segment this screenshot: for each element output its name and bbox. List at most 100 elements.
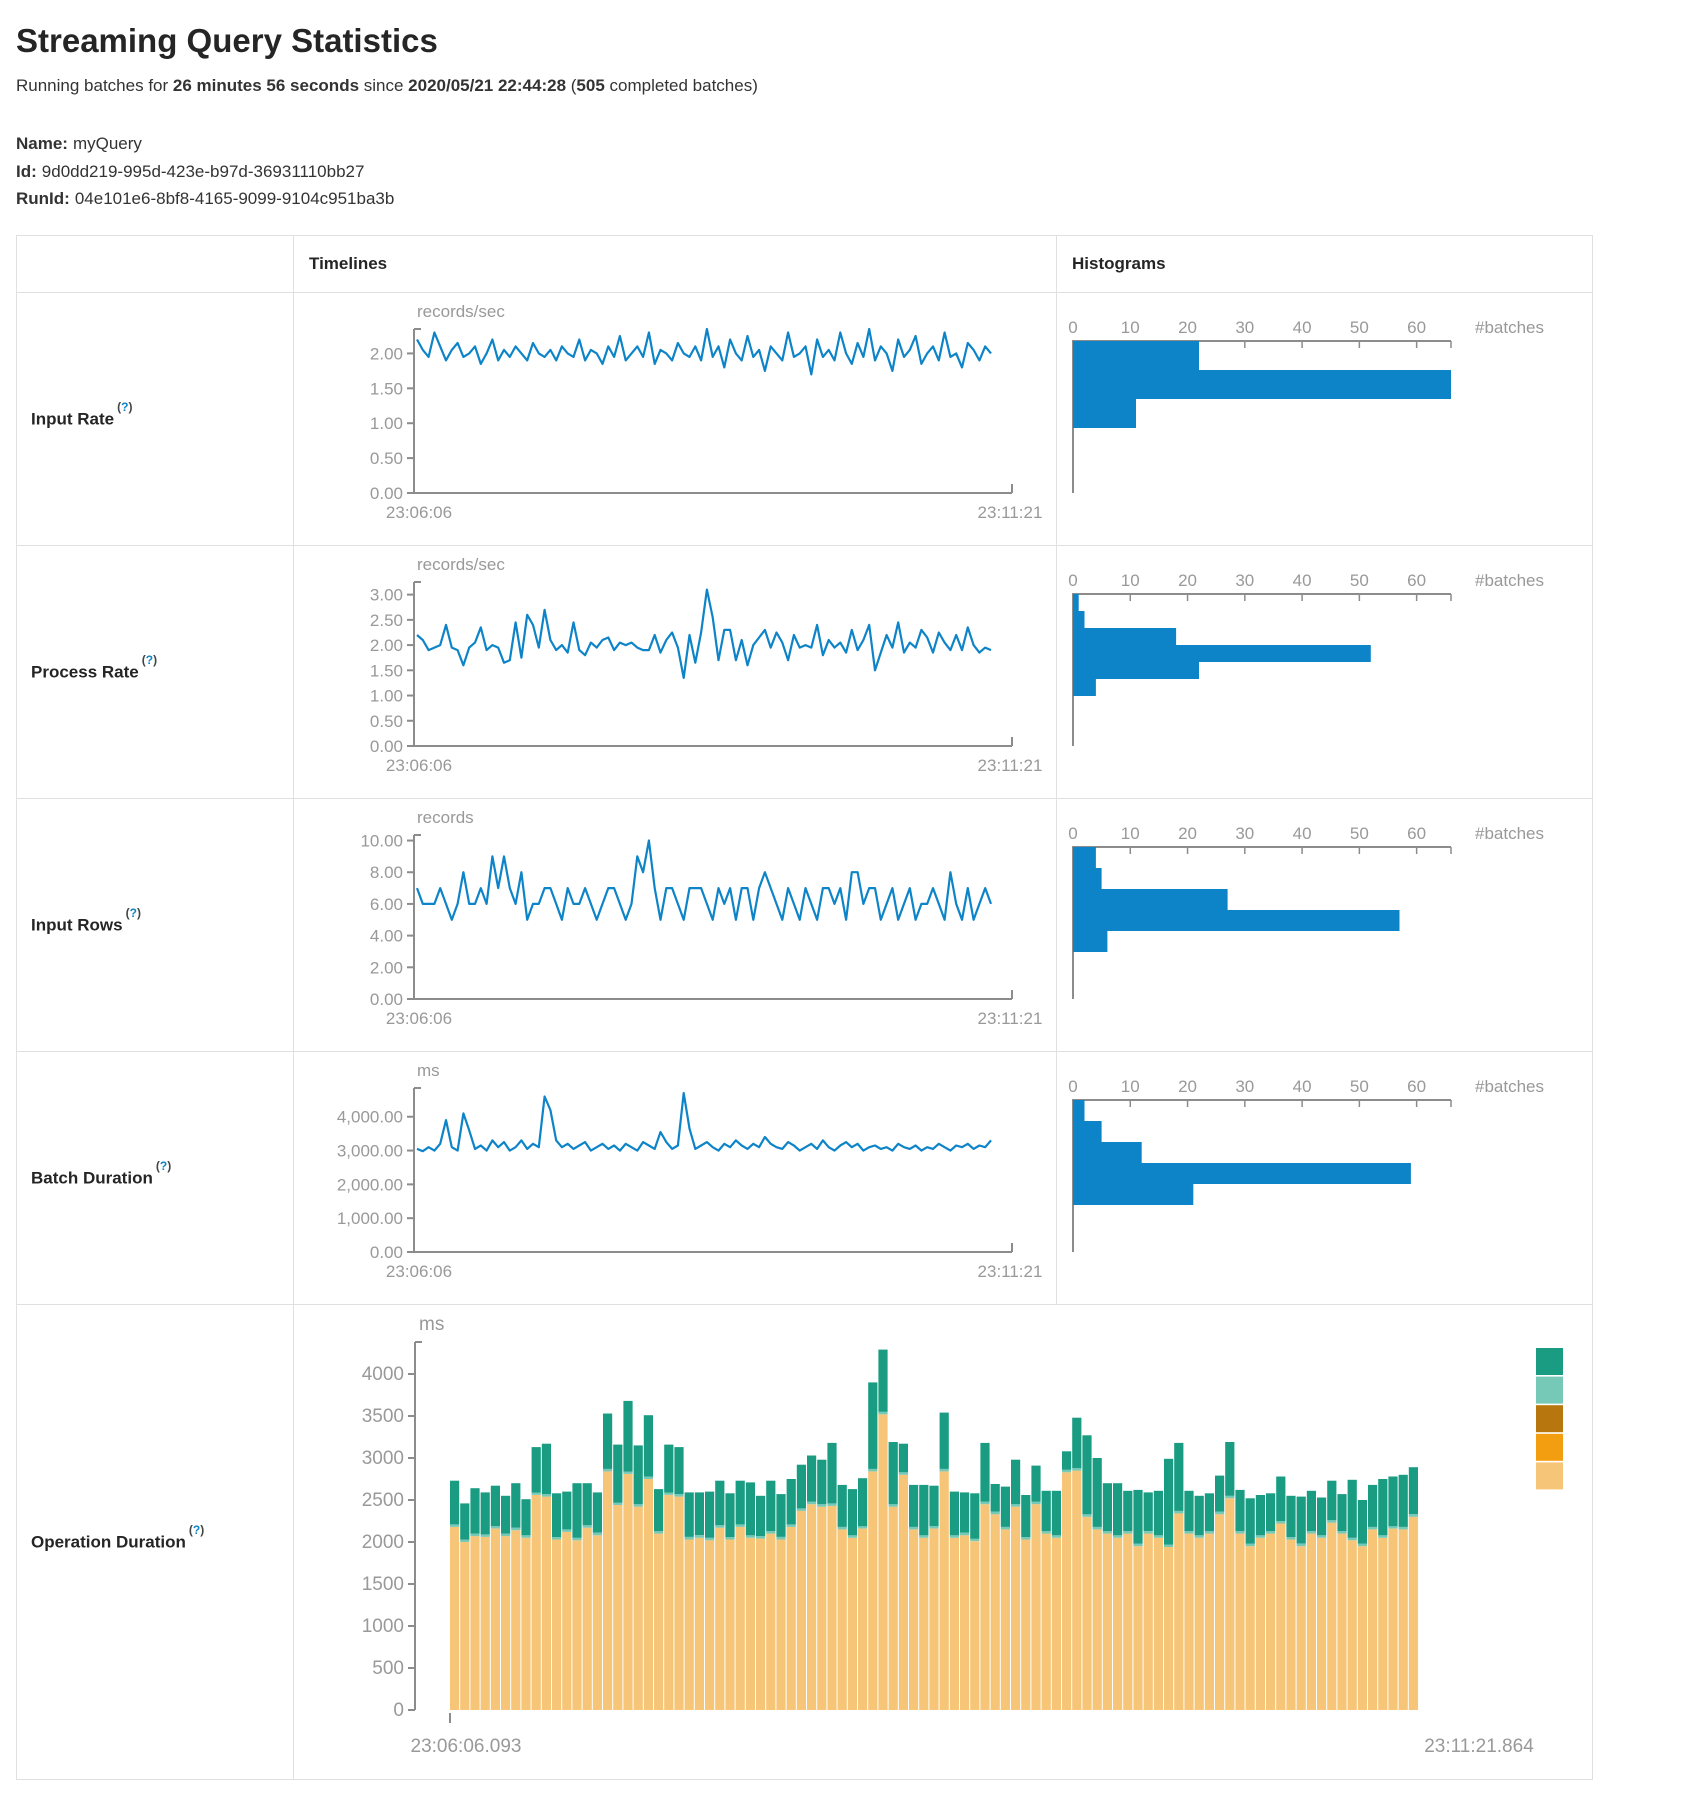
input-rows-label: Input Rows xyxy=(31,915,123,935)
svg-text:40: 40 xyxy=(1293,571,1312,590)
svg-text:10.00: 10.00 xyxy=(360,831,403,850)
help-question-mark: ? xyxy=(145,653,154,668)
svg-text:10: 10 xyxy=(1121,824,1140,843)
svg-text:0.00: 0.00 xyxy=(370,990,403,1009)
operation-duration-label: Operation Duration xyxy=(31,1532,186,1552)
svg-text:500: 500 xyxy=(372,1658,404,1679)
help-paren-close: ) xyxy=(167,1159,172,1174)
svg-text:30: 30 xyxy=(1235,824,1254,843)
svg-text:2500: 2500 xyxy=(362,1490,404,1511)
process-rate-timeline-cell: records/sec 0.00 0.50 1.00 1.50 2.00 2.50 3.00 2… xyxy=(293,544,1057,799)
status-batch-count: 505 xyxy=(576,76,605,95)
input-rows-help-icon[interactable]: (?) xyxy=(126,906,141,920)
svg-text:23:06:06: 23:06:06 xyxy=(386,756,452,775)
help-paren-open: ( xyxy=(141,653,146,668)
help-paren-open: ( xyxy=(125,906,130,921)
svg-text:20: 20 xyxy=(1178,824,1197,843)
svg-text:23:06:06.093: 23:06:06.093 xyxy=(411,1736,522,1757)
svg-text:0.00: 0.00 xyxy=(370,484,403,503)
svg-text:4.00: 4.00 xyxy=(370,926,403,945)
svg-text:2.00: 2.00 xyxy=(370,344,403,363)
process-rate-histogram-cell: 0 10 20 30 40 50 60 #batches xyxy=(1056,544,1593,799)
svg-text:23:06:06: 23:06:06 xyxy=(386,1009,452,1028)
query-id-line: Id: 9d0dd219-995d-423e-b97d-36931110bb27 xyxy=(16,158,1677,186)
svg-text:20: 20 xyxy=(1178,571,1197,590)
process-rate-label: Process Rate xyxy=(31,662,139,682)
svg-text:8.00: 8.00 xyxy=(370,863,403,882)
svg-text:30: 30 xyxy=(1235,1077,1254,1096)
input-rate-histogram-chart: 0 10 20 30 40 50 60 #batches xyxy=(1057,293,1592,539)
help-question-mark: ? xyxy=(129,906,137,921)
svg-text:50: 50 xyxy=(1350,824,1369,843)
query-meta: Name: myQuery Id: 9d0dd219-995d-423e-b97d-… xyxy=(16,130,1677,213)
svg-text:2.00: 2.00 xyxy=(370,958,403,977)
svg-text:23:06:06: 23:06:06 xyxy=(386,503,452,522)
svg-text:3,000.00: 3,000.00 xyxy=(337,1141,403,1160)
svg-text:4000: 4000 xyxy=(362,1364,404,1385)
svg-text:0.50: 0.50 xyxy=(370,449,403,468)
input-rate-label: Input Rate xyxy=(31,409,115,429)
row-label-input-rows: Input Rows(?) xyxy=(16,797,294,1052)
query-runid-value: 04e101e6-8bf8-4165-9099-9104c951ba3b xyxy=(74,189,395,209)
query-runid-line: RunId: 04e101e6-8bf8-4165-9099-9104c951ba… xyxy=(16,185,1677,213)
batch-duration-help-icon[interactable]: (?) xyxy=(156,1159,171,1173)
svg-text:1.00: 1.00 xyxy=(370,414,403,433)
svg-text:0: 0 xyxy=(1068,571,1077,590)
svg-text:60: 60 xyxy=(1407,571,1426,590)
svg-text:records/sec: records/sec xyxy=(417,302,505,321)
operation-duration-row: Operation Duration(?) ms 4000 3500 3000 2500… xyxy=(16,1303,1593,1780)
svg-text:10: 10 xyxy=(1121,571,1140,590)
input-rate-timeline-chart: records/sec 0.00 0.50 1.00 1.50 2.00 23:06:06 2… xyxy=(294,293,1056,539)
svg-text:30: 30 xyxy=(1235,571,1254,590)
status-suffix: completed batches) xyxy=(604,76,758,95)
empty-header-cell xyxy=(16,234,294,293)
svg-text:10: 10 xyxy=(1121,1077,1140,1096)
operation-duration-chart-cell: ms 4000 3500 3000 2500 2000 1500 1000 500 0 23:06:… xyxy=(293,1303,1593,1780)
help-paren-close: ) xyxy=(136,906,141,921)
input-rows-timeline-chart: records 0.00 2.00 4.00 6.00 8.00 10.00 23:06:06… xyxy=(294,799,1056,1045)
input-rows-histogram-chart: 0 10 20 30 40 50 60 #batches xyxy=(1057,799,1592,1045)
input-rate-timeline-cell: records/sec 0.00 0.50 1.00 1.50 2.00 23:06:06 2… xyxy=(293,291,1057,546)
svg-text:#batches: #batches xyxy=(1475,318,1544,337)
svg-text:1500: 1500 xyxy=(362,1574,404,1595)
svg-text:1000: 1000 xyxy=(362,1616,404,1637)
input-rate-histogram-cell: 0 10 20 30 40 50 60 #batches xyxy=(1056,291,1593,546)
row-label-operation-duration: Operation Duration(?) xyxy=(16,1303,294,1780)
svg-text:1.50: 1.50 xyxy=(370,379,403,398)
input-rate-help-icon[interactable]: (?) xyxy=(117,400,132,414)
query-runid-label: RunId: xyxy=(16,189,70,209)
input-rows-row: Input Rows(?) records 0.00 2.00 4.00 6.00 8.0… xyxy=(16,797,1593,1052)
status-prefix: Running batches for xyxy=(16,76,173,95)
svg-text:0: 0 xyxy=(393,1700,404,1721)
input-rows-histogram-cell: 0 10 20 30 40 50 60 #batches xyxy=(1056,797,1593,1052)
svg-text:20: 20 xyxy=(1178,1077,1197,1096)
svg-text:50: 50 xyxy=(1350,318,1369,337)
svg-text:3000: 3000 xyxy=(362,1448,404,1469)
svg-text:30: 30 xyxy=(1235,318,1254,337)
row-label-process-rate: Process Rate(?) xyxy=(16,544,294,799)
operation-duration-help-icon[interactable]: (?) xyxy=(189,1523,204,1537)
help-paren-close: ) xyxy=(200,1523,205,1538)
svg-text:0.00: 0.00 xyxy=(370,1243,403,1262)
header-row: Timelines Histograms xyxy=(16,234,1593,293)
process-rate-help-icon[interactable]: (?) xyxy=(142,653,157,667)
svg-text:6.00: 6.00 xyxy=(370,895,403,914)
svg-text:2.00: 2.00 xyxy=(370,636,403,655)
help-question-mark: ? xyxy=(192,1523,201,1538)
help-question-mark: ? xyxy=(121,400,129,415)
svg-text:2,000.00: 2,000.00 xyxy=(337,1175,403,1194)
svg-text:records/sec: records/sec xyxy=(417,555,505,574)
status-open-paren: ( xyxy=(566,76,577,95)
svg-text:0: 0 xyxy=(1068,318,1077,337)
svg-text:ms: ms xyxy=(419,1314,444,1335)
stats-table: Timelines Histograms Input Rate(?) recor… xyxy=(16,234,1593,1780)
svg-text:4,000.00: 4,000.00 xyxy=(337,1107,403,1126)
svg-text:1.00: 1.00 xyxy=(370,686,403,705)
svg-text:50: 50 xyxy=(1350,1077,1369,1096)
help-paren-open: ( xyxy=(117,400,122,415)
svg-text:23:11:21: 23:11:21 xyxy=(978,503,1043,522)
svg-text:2000: 2000 xyxy=(362,1532,404,1553)
batch-duration-histogram-cell: 0 10 20 30 40 50 60 #batches xyxy=(1056,1050,1593,1305)
svg-text:23:11:21.864: 23:11:21.864 xyxy=(1424,1736,1534,1757)
